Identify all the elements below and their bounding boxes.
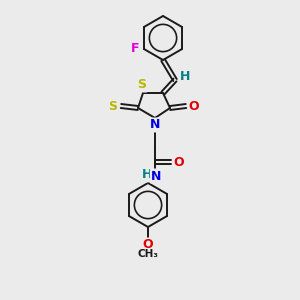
Text: O: O [189,100,199,112]
Text: H: H [180,70,190,83]
Text: F: F [131,41,139,55]
Text: CH₃: CH₃ [137,249,158,259]
Text: O: O [174,155,184,169]
Text: S: S [109,100,118,113]
Text: S: S [137,79,146,92]
Text: H: H [142,169,152,182]
Text: O: O [143,238,153,251]
Text: N: N [150,118,160,131]
Text: N: N [151,169,161,182]
